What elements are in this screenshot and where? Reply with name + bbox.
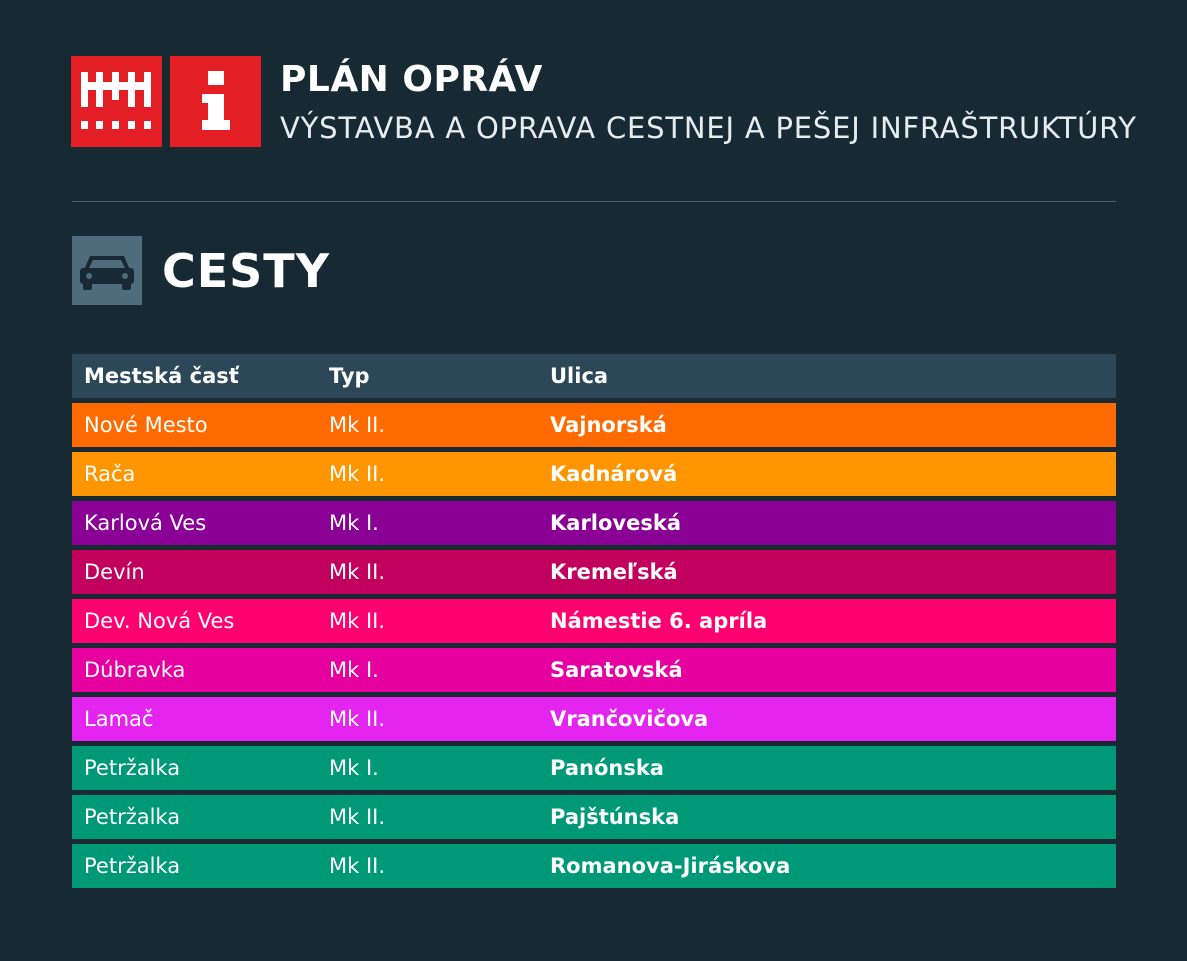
- street-cell: Romanova-Jiráskova: [550, 854, 791, 878]
- type-cell: Mk II.: [329, 560, 386, 584]
- type-cell: Mk I.: [329, 756, 379, 780]
- info-icon: [202, 71, 230, 130]
- street-cell: Vrančovičova: [550, 707, 709, 731]
- roads-table: Mestská časť Typ Ulica Nové Mesto Mk II. V…: [72, 354, 1116, 893]
- city-logo: [71, 56, 162, 147]
- district-cell: Petržalka: [84, 854, 181, 878]
- street-cell: Saratovská: [550, 658, 683, 682]
- column-header-street: Ulica: [550, 364, 609, 388]
- table-row: Petržalka Mk II. Romanova-Jiráskova: [72, 844, 1116, 888]
- type-cell: Mk II.: [329, 462, 386, 486]
- table-row: Petržalka Mk I. Panónska: [72, 746, 1116, 790]
- district-cell: Devín: [84, 560, 145, 584]
- page-subtitle: VÝSTAVBA A OPRAVA CESTNEJ A PEŠEJ INFRAŠ…: [280, 111, 1137, 145]
- column-header-district: Mestská časť: [84, 364, 239, 388]
- table-row: Rača Mk II. Kadnárová: [72, 452, 1116, 496]
- district-cell: Nové Mesto: [84, 413, 208, 437]
- city-wall-icon: [81, 72, 151, 129]
- district-cell: Karlová Ves: [84, 511, 207, 535]
- car-icon: [80, 256, 134, 290]
- column-header-type: Typ: [329, 364, 370, 388]
- table-row: Lamač Mk II. Vrančovičova: [72, 697, 1116, 741]
- divider: [72, 201, 1116, 202]
- type-cell: Mk II.: [329, 609, 386, 633]
- type-cell: Mk II.: [329, 805, 386, 829]
- type-cell: Mk II.: [329, 413, 386, 437]
- type-cell: Mk II.: [329, 854, 386, 878]
- table-header: Mestská časť Typ Ulica: [72, 354, 1116, 398]
- street-cell: Karloveská: [550, 511, 681, 535]
- table-row: Dev. Nová Ves Mk II. Námestie 6. apríla: [72, 599, 1116, 643]
- section-title: CESTY: [162, 244, 330, 298]
- street-cell: Pajštúnska: [550, 805, 680, 829]
- district-cell: Petržalka: [84, 756, 181, 780]
- district-cell: Petržalka: [84, 805, 181, 829]
- info-logo: [170, 56, 261, 147]
- street-cell: Vajnorská: [550, 413, 667, 437]
- page-title: PLÁN OPRÁV: [280, 59, 543, 100]
- table-row: Dúbravka Mk I. Saratovská: [72, 648, 1116, 692]
- district-cell: Dev. Nová Ves: [84, 609, 235, 633]
- table-row: Devín Mk II. Kremeľská: [72, 550, 1116, 594]
- street-cell: Kadnárová: [550, 462, 678, 486]
- district-cell: Rača: [84, 462, 136, 486]
- district-cell: Dúbravka: [84, 658, 186, 682]
- street-cell: Námestie 6. apríla: [550, 609, 768, 633]
- district-cell: Lamač: [84, 707, 154, 731]
- street-cell: Kremeľská: [550, 560, 678, 584]
- type-cell: Mk II.: [329, 707, 386, 731]
- table-row: Petržalka Mk II. Pajštúnska: [72, 795, 1116, 839]
- table-row: Karlová Ves Mk I. Karloveská: [72, 501, 1116, 545]
- type-cell: Mk I.: [329, 511, 379, 535]
- type-cell: Mk I.: [329, 658, 379, 682]
- table-row: Nové Mesto Mk II. Vajnorská: [72, 403, 1116, 447]
- section-icon-box: [72, 236, 142, 305]
- street-cell: Panónska: [550, 756, 664, 780]
